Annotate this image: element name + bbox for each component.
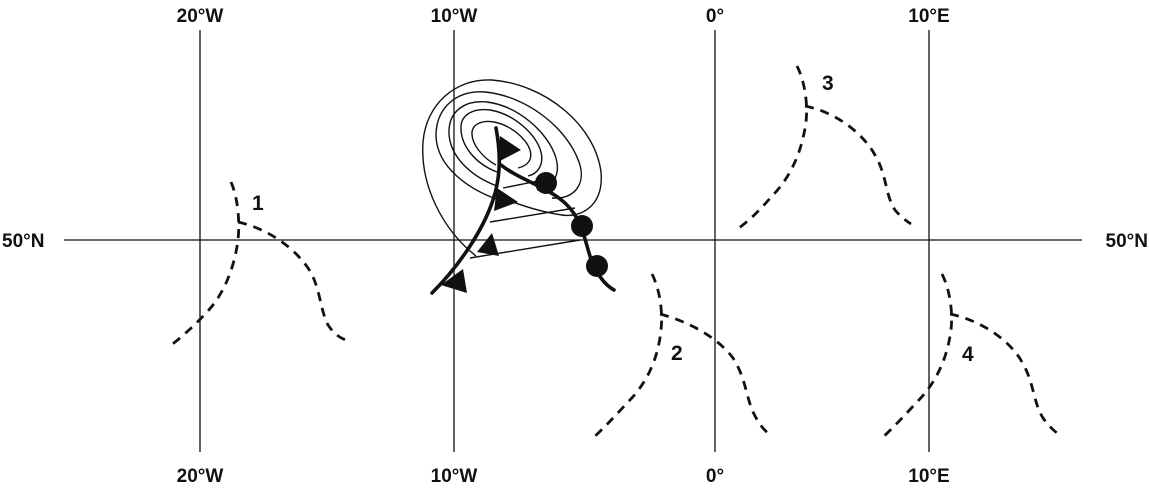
sketch-cold-front <box>592 273 663 440</box>
sketch-warm-front <box>949 312 1058 435</box>
cold-front-icon <box>430 126 502 295</box>
isobar <box>435 91 582 201</box>
warm-front-semicircle <box>535 172 557 194</box>
warm-front-semicircles <box>535 172 608 277</box>
sketch-label-4: 4 <box>962 343 974 366</box>
isobar <box>422 79 602 257</box>
isobar <box>460 108 543 177</box>
cold-front-triangle <box>477 233 499 256</box>
depression-system <box>422 79 616 295</box>
sketch-label-3: 3 <box>822 72 834 95</box>
cold-front-triangle <box>441 269 467 293</box>
cold-front-triangles <box>441 136 521 293</box>
front-sketch-4 <box>881 273 1058 440</box>
front-sketch-2 <box>592 273 769 440</box>
isobar <box>471 120 532 169</box>
warm-sector-isoline <box>469 239 581 259</box>
longitude-label-bottom: 10°E <box>908 466 949 487</box>
warm-front-semicircle <box>571 215 593 237</box>
longitude-labels-top: 20°W 10°W 0° 10°E <box>177 6 950 27</box>
isobars <box>422 79 602 257</box>
sketch-label-1: 1 <box>252 192 264 215</box>
front-sketch-3 <box>735 65 912 232</box>
sketch-warm-front <box>659 312 769 435</box>
isobar <box>448 101 558 191</box>
sketch-warm-front <box>804 104 912 226</box>
sketch-warm-front <box>237 220 347 342</box>
cold-front-triangle <box>498 136 521 162</box>
longitude-label-top: 10°W <box>431 6 478 27</box>
graticule <box>64 30 1082 452</box>
longitude-label-bottom: 20°W <box>177 466 224 487</box>
sketch-cold-front <box>881 273 953 440</box>
longitude-label-bottom: 10°W <box>431 466 478 487</box>
latitude-label-right: 50°N <box>1106 231 1148 252</box>
longitude-label-top: 0° <box>706 6 724 27</box>
warm-sector-isoline <box>489 207 576 223</box>
longitude-label-top: 20°W <box>177 6 224 27</box>
sketch-cold-front <box>169 181 241 348</box>
sketch-cold-front <box>735 65 808 232</box>
longitude-labels-bottom: 20°W 10°W 0° 10°E <box>177 466 950 487</box>
front-sketch-1 <box>169 181 347 348</box>
cold-front-triangle <box>494 188 518 211</box>
latitude-label-left: 50°N <box>2 231 44 252</box>
warm-front-semicircle <box>586 255 608 277</box>
sketch-label-2: 2 <box>671 342 683 365</box>
longitude-label-bottom: 0° <box>706 466 724 487</box>
longitude-label-top: 10°E <box>908 6 949 27</box>
